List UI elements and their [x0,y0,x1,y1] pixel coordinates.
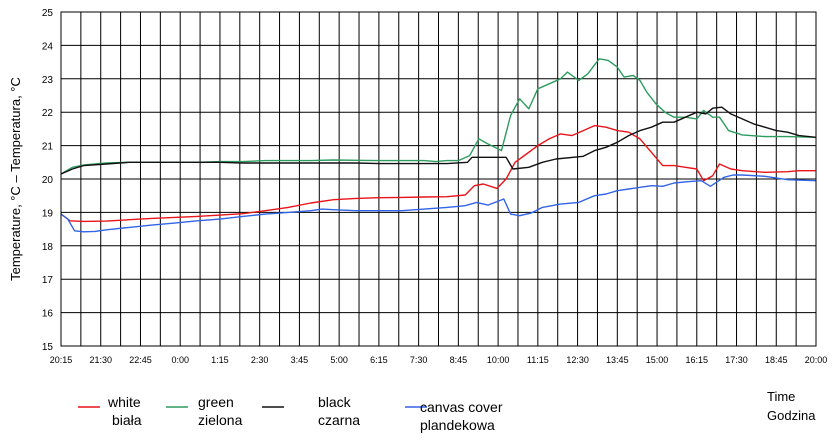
x-tick-label: 3:45 [291,355,309,365]
legend-label-1: green [198,394,234,410]
series-line-0 [60,124,816,223]
x-tick-label: 2:30 [251,355,269,365]
y-tick-label: 19 [42,208,54,219]
series-line-1 [60,58,817,175]
x-tick-label: 11:15 [527,355,549,365]
x-tick-label: 16:15 [686,355,709,365]
y-tick-label: 24 [42,41,54,52]
series-line-2 [60,106,817,175]
x-tick-label: 22:45 [129,355,152,365]
x-tick-label: 13:45 [606,355,629,365]
y-tick-label: 15 [42,342,54,353]
x-tick-label: 0:00 [171,355,189,365]
legend-label-3: plandekowa [420,417,495,433]
legend: white biała green zielona black czarna canvas … [78,394,503,433]
legend-label-3: canvas cover [420,399,503,415]
y-axis-title: Temperature, °C – Temperatura, °C [8,77,23,281]
x-tick-label: 20:15 [50,355,73,365]
x-tick-label: 17:30 [725,355,748,365]
x-axis-title-english: Time [767,389,795,404]
legend-label-2: czarna [318,412,360,428]
y-tick-label: 18 [42,242,54,253]
y-tick-label: 23 [42,75,54,86]
x-tick-label: 15:00 [646,355,669,365]
y-tick-label: 16 [42,309,54,320]
x-tick-label: 18:45 [765,355,788,365]
x-tick-label: 1:15 [211,355,229,365]
x-tick-label: 21:30 [89,355,112,365]
x-tick-label: 10:00 [487,355,510,365]
legend-label-0: biała [112,412,142,428]
series-lines [60,58,817,233]
plot-frame [60,11,817,347]
x-tick-label: 6:15 [370,355,388,365]
y-tick-labels: 15 16 17 18 19 20 21 22 23 24 25 [42,8,54,353]
legend-label-2: black [318,394,352,410]
legend-label-1: zielona [198,412,243,428]
y-tick-label: 21 [42,142,54,153]
y-tick-label: 20 [42,175,54,186]
x-tick-label: 7:30 [410,355,428,365]
x-tick-label: 5:00 [330,355,348,365]
y-tick-label: 17 [42,275,54,286]
legend-label-0: white [107,394,141,410]
x-tick-labels: 20:15 21:30 22:45 0:00 1:15 2:30 3:45 5:00 6:15 7… [50,355,828,365]
x-tick-label: 12:30 [566,355,589,365]
series-line-3 [60,174,817,233]
y-tick-label: 22 [42,108,54,119]
y-tick-label: 25 [42,8,54,19]
x-tick-label: 20:00 [805,355,828,365]
x-tick-label: 8:45 [450,355,468,365]
x-axis-title-polish: Godzina [767,408,816,423]
